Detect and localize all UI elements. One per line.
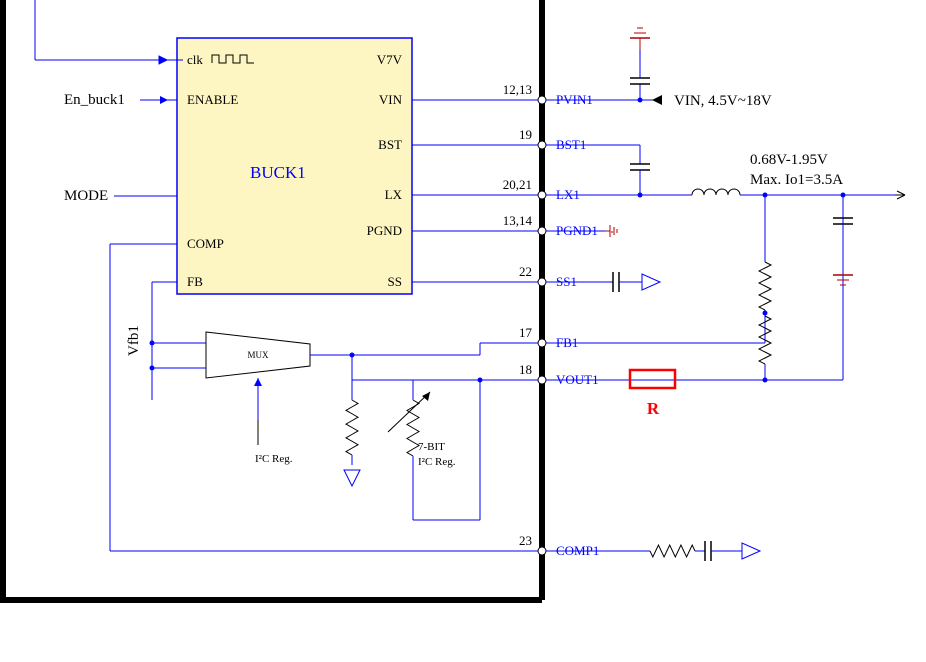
mux-label: MUX <box>247 350 269 360</box>
block-name: BUCK1 <box>250 163 306 182</box>
pinnum-PVIN1: 12,13 <box>503 82 532 97</box>
pin-pgnd: PGND <box>367 223 402 238</box>
pinnum-COMP1: 23 <box>519 533 532 548</box>
vout-range: 0.68V-1.95V <box>750 152 828 168</box>
vout-max-io: Max. Io1=3.5A <box>750 172 843 188</box>
varres-i2c: I²C Reg. <box>418 456 456 468</box>
pinnum-VOUT1: 18 <box>519 362 532 377</box>
mux-i2c-reg: I²C Reg. <box>255 453 293 465</box>
pin-clk: clk <box>187 52 203 67</box>
pin-vin: VIN <box>379 92 403 107</box>
pin-ss: SS <box>388 274 402 289</box>
pinnum-LX1: 20,21 <box>503 177 532 192</box>
pinnum-FB1: 17 <box>519 325 533 340</box>
signal-en-buck1: En_buck1 <box>64 92 125 108</box>
varres-7bit: 7-BIT <box>418 441 445 453</box>
signal-mode: MODE <box>64 188 108 204</box>
pin-enable: ENABLE <box>187 92 238 107</box>
pin-fb: FB <box>187 274 203 289</box>
highlight-R: R <box>647 399 660 418</box>
pinnum-PGND1: 13,14 <box>503 213 533 228</box>
signal-vfb1: Vfb1 <box>126 325 142 356</box>
pinnum-BST1: 19 <box>519 127 532 142</box>
vin-range-label: VIN, 4.5V~18V <box>674 93 772 109</box>
pin-lx: LX <box>385 187 403 202</box>
pin-v7v: V7V <box>377 52 403 67</box>
pinnum-SS1: 22 <box>519 264 532 279</box>
pin-bst: BST <box>378 137 402 152</box>
pin-comp: COMP <box>187 236 224 251</box>
